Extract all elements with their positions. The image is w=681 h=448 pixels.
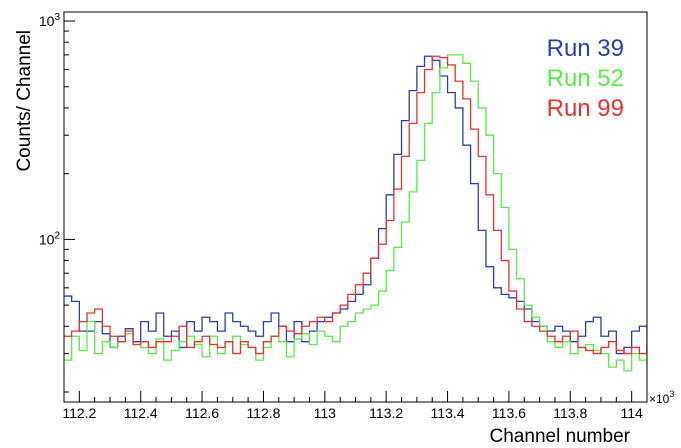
series-line-run-52 [64,54,647,372]
x-multiplier-base: ×10 [649,392,670,406]
x-tick-label: 113.6 [492,405,526,421]
x-axis-title: Channel number [490,426,631,447]
x-tick-label: 112.6 [185,405,219,421]
x-tick-label: 113.2 [369,405,403,421]
series-line-run-99 [64,55,647,355]
x-tick-label: 112.8 [246,405,280,421]
legend-entry-run-52: Run 52 [547,65,624,92]
legend-entry-run-39: Run 39 [547,35,624,62]
x-tick-label: 112.2 [62,405,96,421]
x-multiplier-label: ×103 [649,389,674,406]
y-tick-exponent: 2 [54,230,60,241]
series-layer [64,54,647,372]
x-tick-label: 113.4 [431,405,465,421]
axes-layer [63,11,648,403]
x-multiplier-exponent: 3 [669,389,674,399]
y-tick-exponent: 3 [54,12,60,23]
labels-layer: 112.2 112.4 112.6 112.8 113 113.2 113.4 113.6 11… [14,12,674,447]
legend: Run 39 Run 52 Run 99 [547,35,624,122]
y-tick-base: 10 [39,231,55,247]
y-tick-label: 102 [39,230,61,247]
y-tick-label: 103 [39,12,61,29]
series-line-run-39 [64,55,647,355]
x-tick-label: 114 [620,405,643,421]
y-tick-base: 10 [39,13,55,29]
x-tick-label: 113.8 [553,405,587,421]
y-axis-title: Counts/ Channel [14,30,35,172]
x-tick-label: 112.4 [124,405,158,421]
x-tick-label: 113 [314,405,337,421]
legend-entry-run-99: Run 99 [547,95,624,122]
